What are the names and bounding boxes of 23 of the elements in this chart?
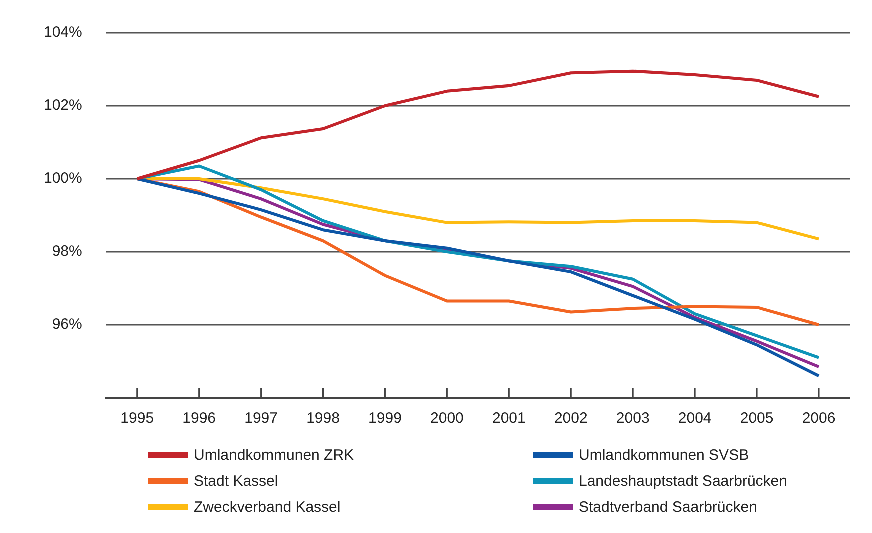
legend-label: Stadtverband Saarbrücken (579, 498, 758, 516)
x-tick-label: 1996 (182, 410, 216, 428)
legend-label: Zweckverband Kassel (194, 498, 341, 516)
x-tick-label: 2005 (740, 410, 774, 428)
x-tick-label: 2000 (430, 410, 464, 428)
y-tick-label: 96% (52, 316, 82, 334)
x-tick-label: 1995 (120, 410, 154, 428)
x-tick-label: 1998 (306, 410, 340, 428)
x-tick-label: 2001 (492, 410, 526, 428)
x-tick-label: 2004 (678, 410, 712, 428)
x-tick-label: 2006 (802, 410, 836, 428)
legend-label: Landeshauptstadt Saarbrücken (579, 472, 788, 490)
legend-label: Stadt Kassel (194, 472, 278, 490)
y-tick-label: 100% (44, 170, 82, 188)
y-tick-label: 104% (44, 24, 82, 42)
y-tick-label: 98% (52, 243, 82, 260)
x-tick-label: 2003 (616, 410, 650, 428)
x-tick-label: 1999 (368, 410, 402, 428)
legend-label: Umlandkommunen ZRK (194, 446, 354, 464)
x-tick-label: 2002 (554, 410, 588, 428)
x-tick-label: 1997 (244, 410, 278, 428)
legend-label: Umlandkommunen SVSB (579, 446, 750, 464)
y-tick-label: 102% (44, 97, 82, 114)
